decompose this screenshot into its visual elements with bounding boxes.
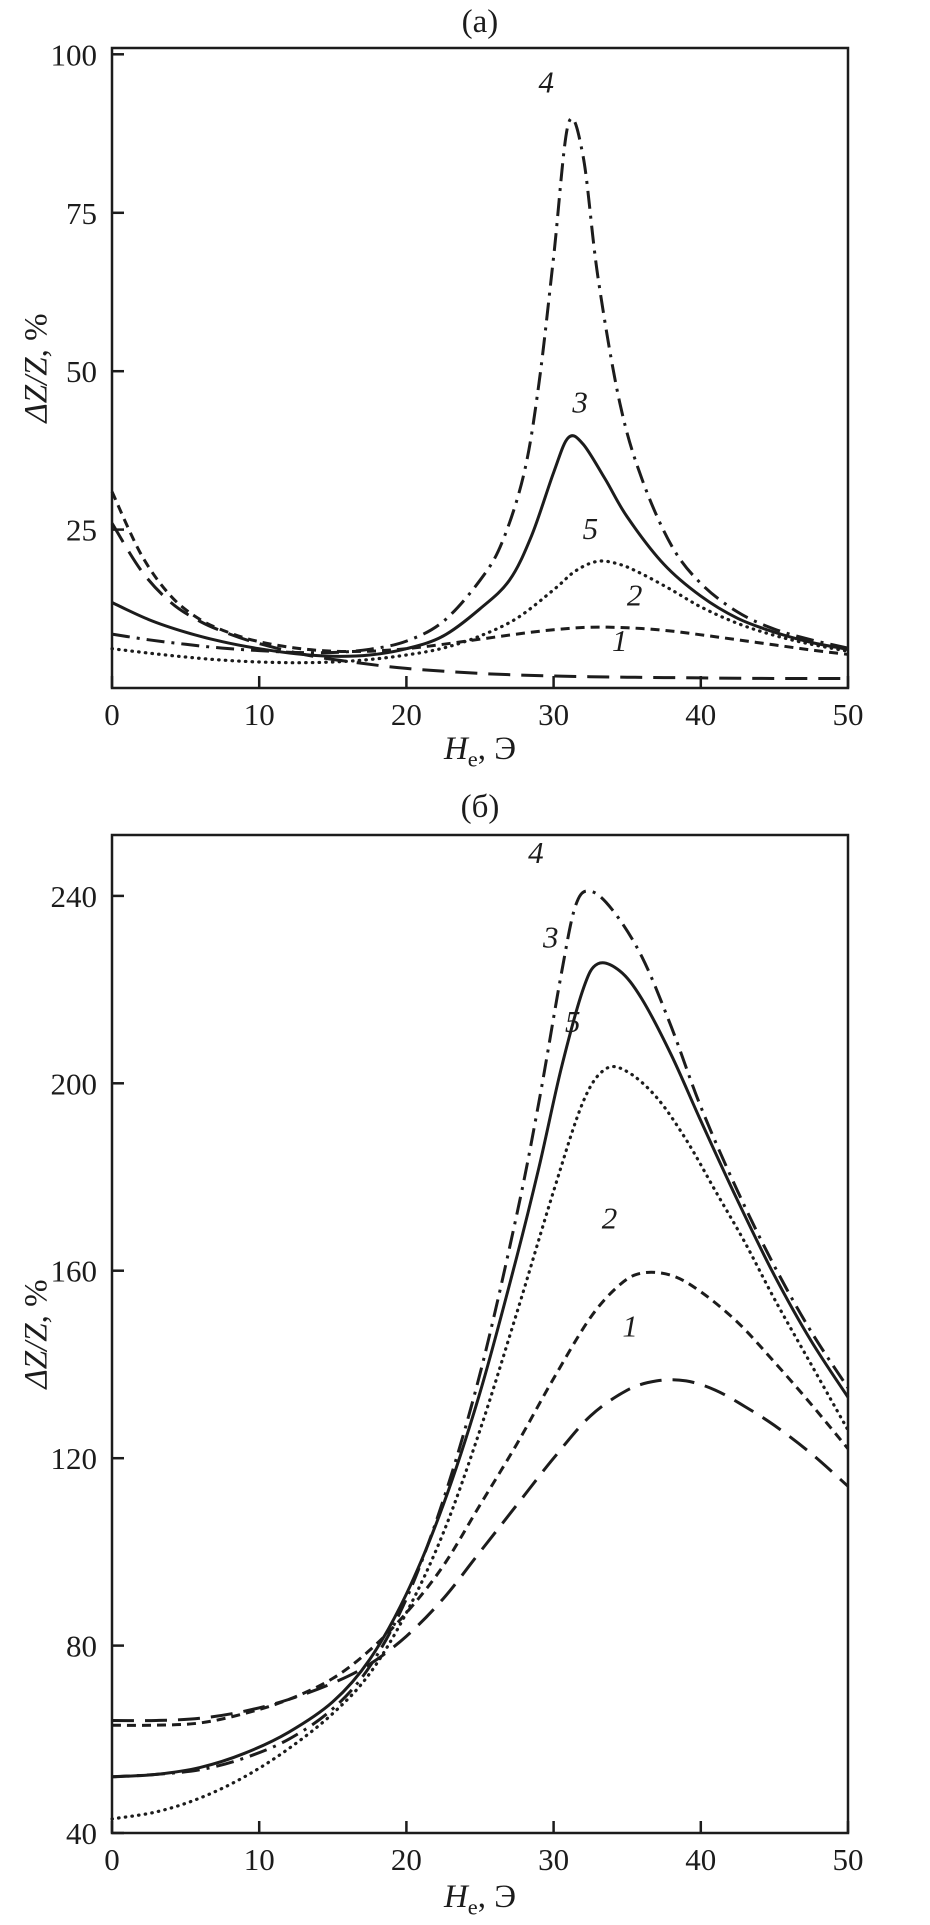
panel-b-y-axis-label: ΔZ/Z, % bbox=[19, 1279, 56, 1388]
curve-4 bbox=[111, 889, 850, 1779]
x-symbol: H bbox=[443, 1879, 468, 1915]
curve-1-label: 1 bbox=[622, 1308, 638, 1343]
y-tick-label: 75 bbox=[66, 196, 97, 231]
x-tick-label: 30 bbox=[538, 697, 569, 732]
x-tick-label: 20 bbox=[391, 1842, 422, 1877]
x-tick-label: 10 bbox=[244, 697, 275, 732]
y-tick-label: 40 bbox=[66, 1816, 97, 1851]
curve-2 bbox=[110, 490, 849, 656]
x-unit: , Э bbox=[477, 1879, 517, 1915]
panel-a-title: (а) bbox=[461, 4, 499, 40]
curve-5 bbox=[110, 1064, 850, 1821]
curve-2 bbox=[111, 1270, 850, 1727]
x-tick-label: 20 bbox=[391, 697, 422, 732]
curve-1 bbox=[111, 1378, 850, 1723]
x-tick-label: 40 bbox=[685, 1842, 716, 1877]
panel-a-y-axis-label: ΔZ/Z, % bbox=[19, 313, 56, 422]
curve-3 bbox=[111, 961, 850, 1779]
curve-1-label: 1 bbox=[612, 623, 628, 658]
x-tick-label: 50 bbox=[833, 697, 864, 732]
x-tick-label: 40 bbox=[685, 697, 716, 732]
curve-5-label: 5 bbox=[583, 511, 599, 546]
x-tick-label: 0 bbox=[104, 1842, 120, 1877]
x-subscript: e bbox=[467, 1894, 478, 1920]
curve-3 bbox=[111, 434, 849, 658]
curve-3-label: 3 bbox=[542, 920, 559, 955]
y-tick-label: 80 bbox=[66, 1629, 97, 1664]
y-tick-label: 25 bbox=[66, 513, 97, 548]
plot-frame bbox=[110, 833, 850, 1835]
x-tick-label: 10 bbox=[244, 1842, 275, 1877]
y-tick-label: 200 bbox=[51, 1066, 98, 1101]
panel-b-title: (б) bbox=[460, 789, 500, 825]
y-symbol: ΔZ/Z bbox=[18, 357, 55, 423]
y-unit: , % bbox=[18, 1279, 55, 1324]
curve-5 bbox=[110, 559, 850, 665]
x-symbol: H bbox=[443, 731, 468, 767]
y-tick-label: 120 bbox=[51, 1441, 98, 1476]
curve-4-label: 4 bbox=[528, 835, 544, 870]
curve-1 bbox=[110, 522, 849, 681]
x-tick-label: 50 bbox=[833, 1842, 864, 1877]
plot-frame bbox=[110, 46, 850, 690]
x-tick-label: 0 bbox=[104, 697, 120, 732]
y-tick-label: 100 bbox=[51, 37, 98, 72]
y-symbol: ΔZ/Z bbox=[18, 1323, 55, 1389]
x-unit: , Э bbox=[477, 731, 517, 767]
panel-b-x-axis-label: He, Э bbox=[112, 1879, 848, 1921]
curve-4-label: 4 bbox=[538, 64, 554, 99]
x-tick-label: 30 bbox=[538, 1842, 569, 1877]
curve-2-label: 2 bbox=[627, 578, 643, 613]
curve-4 bbox=[111, 116, 849, 655]
x-subscript: e bbox=[467, 746, 478, 772]
curve-2-label: 2 bbox=[602, 1201, 618, 1236]
curve-3-label: 3 bbox=[571, 384, 588, 419]
y-unit: , % bbox=[18, 313, 55, 358]
y-tick-label: 50 bbox=[66, 354, 97, 389]
y-tick-label: 160 bbox=[51, 1254, 98, 1289]
panel-a-x-axis-label: He, Э bbox=[112, 731, 848, 773]
y-tick-label: 240 bbox=[51, 879, 98, 914]
